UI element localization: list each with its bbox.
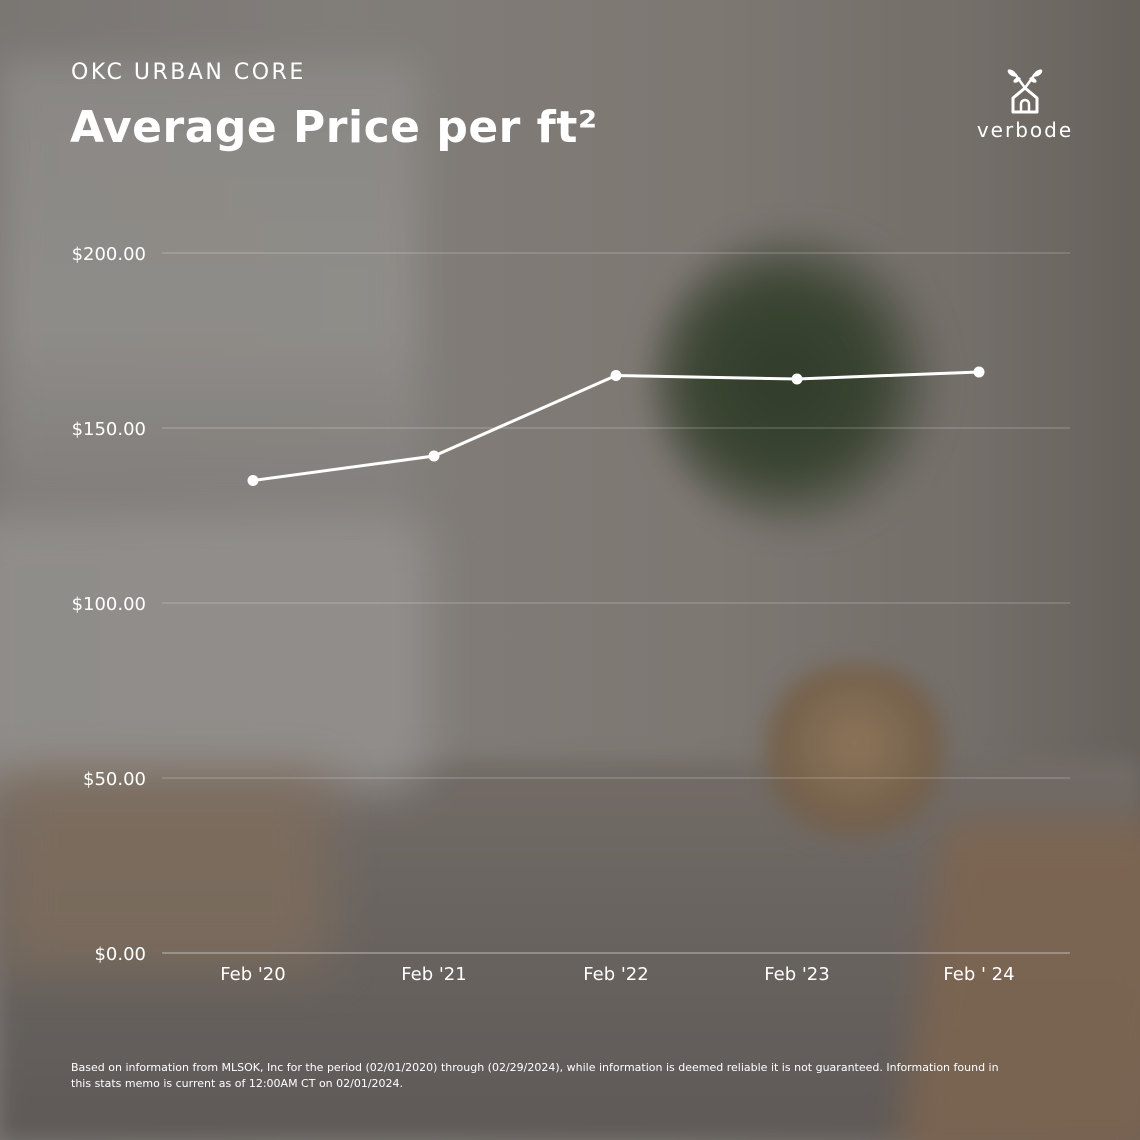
line-chart: $0.00 $50.00 $100.00 $150.00 $200.00 Feb '20…	[72, 244, 1070, 985]
y-tick-label: $100.00	[72, 594, 146, 615]
x-tick-label: Feb '23	[764, 964, 829, 985]
series-line	[247, 366, 985, 486]
x-axis-ticks: Feb '20 Feb '21 Feb '22 Feb '23 Feb ' 24	[220, 964, 1014, 985]
data-point	[428, 450, 440, 462]
data-point	[247, 475, 259, 486]
house-sprout-icon	[1007, 69, 1043, 114]
brand-logo: verbode	[975, 68, 1075, 148]
y-axis-ticks: $0.00 $50.00 $100.00 $150.00 $200.00	[72, 244, 146, 965]
x-tick-label: Feb ' 24	[943, 964, 1014, 985]
data-point	[610, 370, 622, 381]
x-tick-label: Feb '22	[583, 964, 648, 985]
data-point	[791, 373, 803, 385]
chart-title: Average Price per ft²	[70, 102, 598, 153]
chart-subtitle: OKC URBAN CORE	[71, 60, 306, 85]
y-tick-label: $150.00	[72, 419, 146, 440]
data-point	[973, 366, 985, 378]
gridlines	[162, 252, 1070, 954]
series-line-path	[252, 370, 980, 482]
y-tick-label: $200.00	[72, 244, 146, 265]
brand-wordmark: verbode	[976, 118, 1074, 142]
y-tick-label: $50.00	[83, 769, 146, 790]
x-tick-label: Feb '20	[220, 964, 285, 985]
x-tick-label: Feb '21	[401, 964, 466, 985]
source-footnote: Based on information from MLSOK, Inc for…	[71, 1061, 999, 1090]
y-tick-label: $0.00	[94, 944, 146, 965]
